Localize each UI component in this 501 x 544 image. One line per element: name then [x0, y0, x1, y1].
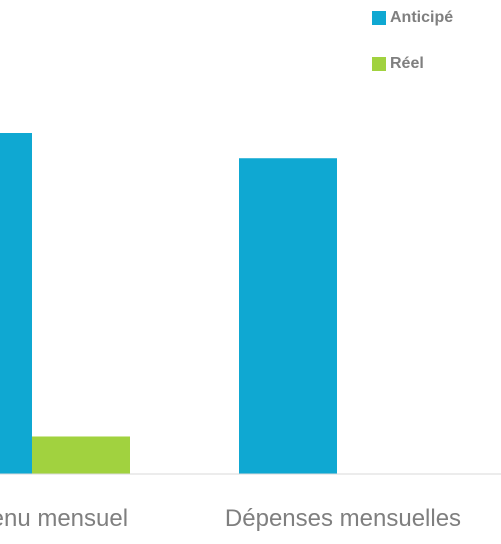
legend-swatch-anticipe: [372, 11, 386, 25]
bar-anticipe-1: [239, 158, 337, 474]
x-tick-label-1: Dépenses mensuelles: [225, 505, 461, 532]
bar-anticipe-0: [0, 133, 32, 474]
bar-reel-0: [32, 436, 130, 474]
x-tick-label-0: Revenu mensuel: [0, 505, 128, 532]
legend: Anticipé Réel: [372, 6, 501, 98]
legend-item-reel: Réel: [372, 52, 501, 76]
x-tick-labels: Revenu mensuel Dépenses mensuelles: [0, 505, 461, 532]
legend-swatch-reel: [372, 57, 386, 71]
legend-label-anticipe: Anticipé: [390, 9, 454, 26]
bars-layer: [0, 133, 337, 474]
legend-item-anticipe: Anticipé: [372, 6, 501, 30]
legend-label-reel: Réel: [390, 55, 424, 72]
